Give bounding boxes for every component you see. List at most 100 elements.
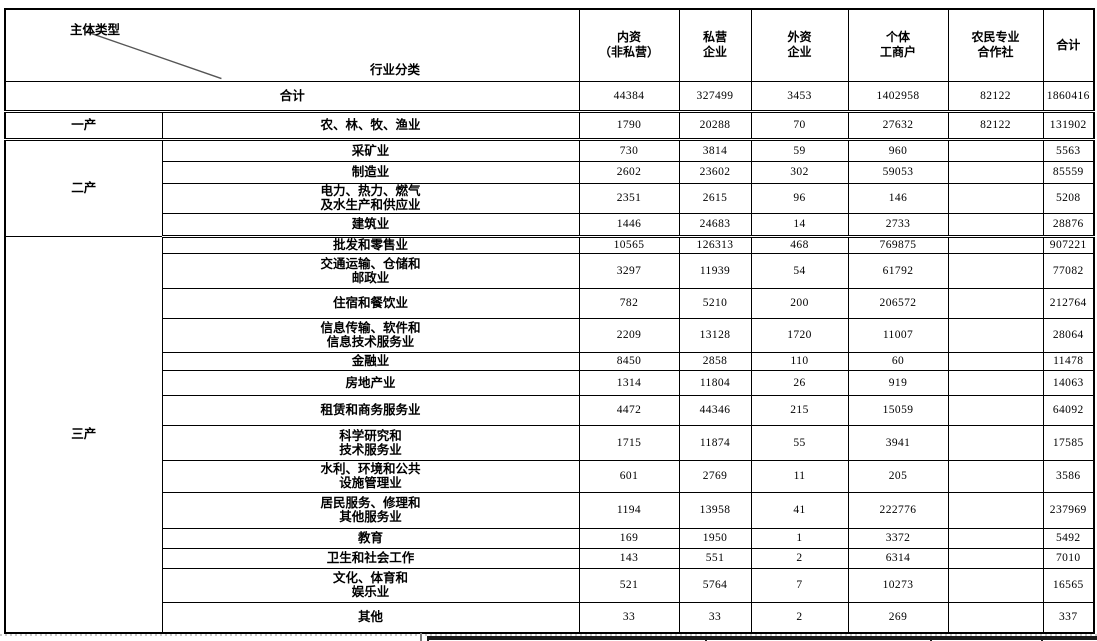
data-cell: 3941: [847, 424, 949, 461]
industry-label: 卫生和社会工作: [161, 547, 580, 569]
data-cell: 55: [750, 424, 849, 461]
data-cell: 33: [578, 601, 680, 634]
data-cell: [947, 394, 1044, 426]
data-cell: 2858: [678, 351, 752, 371]
data-cell: 28064: [1042, 317, 1095, 353]
data-cell: 11874: [678, 424, 752, 461]
group-label-0: 一产: [4, 110, 163, 141]
data-cell: 5210: [678, 287, 752, 319]
data-cell: 2: [750, 547, 849, 569]
industry-label: 制造业: [161, 160, 580, 184]
data-cell: 24683: [678, 212, 752, 238]
data-cell: 85559: [1042, 160, 1095, 184]
data-cell: 110: [750, 351, 849, 371]
data-cell: 1950: [678, 527, 752, 549]
data-cell: 10565: [578, 235, 680, 254]
data-cell: [947, 351, 1044, 371]
data-cell: 7010: [1042, 547, 1095, 569]
data-cell: 1715: [578, 424, 680, 461]
data-cell: 1790: [578, 110, 680, 141]
diagonal-divider-line: [85, 30, 222, 80]
cell-total-1: 327499: [678, 80, 752, 113]
data-cell: 126313: [678, 235, 752, 254]
data-cell: [947, 317, 1044, 353]
data-cell: 44346: [678, 394, 752, 426]
page-shadow-line: [0, 634, 1097, 636]
next-table-top-edge: [427, 636, 1097, 641]
data-cell: 5764: [678, 567, 752, 603]
data-cell: 131902: [1042, 110, 1095, 141]
industry-label: 居民服务、修理和 其他服务业: [161, 491, 580, 529]
table-body: 合计 44384 327499 3453 1402958 82122 1860416 一产 农、…: [4, 80, 1095, 634]
industry-label: 租赁和商务服务业: [161, 394, 580, 426]
group-label-1: 二产: [4, 138, 163, 237]
industry-label: 其他: [161, 601, 580, 634]
data-cell: 11804: [678, 369, 752, 396]
data-cell: [947, 547, 1044, 569]
data-cell: 468: [750, 235, 849, 254]
table-row: 制造业 2602 23602 302 59053 85559: [5, 160, 1095, 184]
data-cell: 302: [750, 160, 849, 184]
industry-entity-table: 主体类型 行业分类 内资 （非私营） 私营 企业 外资 企业 个体 工商户 农民…: [4, 8, 1095, 634]
data-cell: [947, 567, 1044, 603]
data-cell: 551: [678, 547, 752, 569]
data-cell: 14063: [1042, 369, 1095, 396]
col-header-private-enterprise: 私营 企业: [678, 8, 752, 82]
table-row: 教育 169 1950 1 3372 5492: [5, 527, 1095, 549]
data-cell: 1720: [750, 317, 849, 353]
data-cell: 206572: [847, 287, 949, 319]
cell-total-0: 44384: [578, 80, 680, 113]
data-cell: 4472: [578, 394, 680, 426]
data-cell: 212764: [1042, 287, 1095, 319]
data-cell: [947, 527, 1044, 549]
data-cell: 3372: [847, 527, 949, 549]
table-row: 住宿和餐饮业 782 5210 200 206572 212764: [5, 287, 1095, 319]
data-cell: 143: [578, 547, 680, 569]
data-cell: 26: [750, 369, 849, 396]
data-cell: 919: [847, 369, 949, 396]
data-cell: 5492: [1042, 527, 1095, 549]
industry-label: 房地产业: [161, 369, 580, 396]
data-cell: 237969: [1042, 491, 1095, 529]
table-row: 电力、热力、燃气 及水生产和供应业 2351 2615 96 146 5208: [5, 182, 1095, 214]
data-cell: 3814: [678, 138, 752, 162]
data-cell: 2602: [578, 160, 680, 184]
data-cell: 11: [750, 459, 849, 493]
data-cell: 907221: [1042, 235, 1095, 254]
data-cell: 2209: [578, 317, 680, 353]
data-cell: 27632: [847, 110, 949, 141]
data-cell: 16565: [1042, 567, 1095, 603]
industry-label: 文化、体育和 娱乐业: [161, 567, 580, 603]
data-cell: 54: [750, 252, 849, 289]
data-cell: 269: [847, 601, 949, 634]
data-cell: [947, 212, 1044, 238]
data-cell: 11007: [847, 317, 949, 353]
data-cell: 960: [847, 138, 949, 162]
data-cell: 146: [847, 182, 949, 214]
cell-total-4: 82122: [947, 80, 1044, 113]
data-cell: 2769: [678, 459, 752, 493]
data-cell: 13958: [678, 491, 752, 529]
industry-label: 电力、热力、燃气 及水生产和供应业: [161, 182, 580, 214]
industry-label: 建筑业: [161, 212, 580, 238]
data-cell: 82122: [947, 110, 1044, 141]
data-cell: 64092: [1042, 394, 1095, 426]
industry-label: 教育: [161, 527, 580, 549]
data-cell: [947, 182, 1044, 214]
data-cell: 1194: [578, 491, 680, 529]
table-row: 科学研究和 技术服务业 1715 11874 55 3941 17585: [5, 424, 1095, 461]
data-cell: [947, 491, 1044, 529]
data-cell: 215: [750, 394, 849, 426]
data-cell: 1446: [578, 212, 680, 238]
table-row: 一产 农、林、牧、渔业 1790 20288 70 27632 82122 131902: [4, 110, 1095, 141]
header-row: 主体类型 行业分类 内资 （非私营） 私营 企业 外资 企业 个体 工商户 农民…: [4, 8, 1095, 82]
cell-total-3: 1402958: [847, 80, 949, 113]
table-row: 其他 33 33 2 269 337: [5, 601, 1095, 634]
data-cell: 17585: [1042, 424, 1095, 461]
data-cell: [947, 252, 1044, 289]
data-cell: 5208: [1042, 182, 1095, 214]
data-cell: 782: [578, 287, 680, 319]
data-cell: 23602: [678, 160, 752, 184]
data-cell: 2: [750, 601, 849, 634]
